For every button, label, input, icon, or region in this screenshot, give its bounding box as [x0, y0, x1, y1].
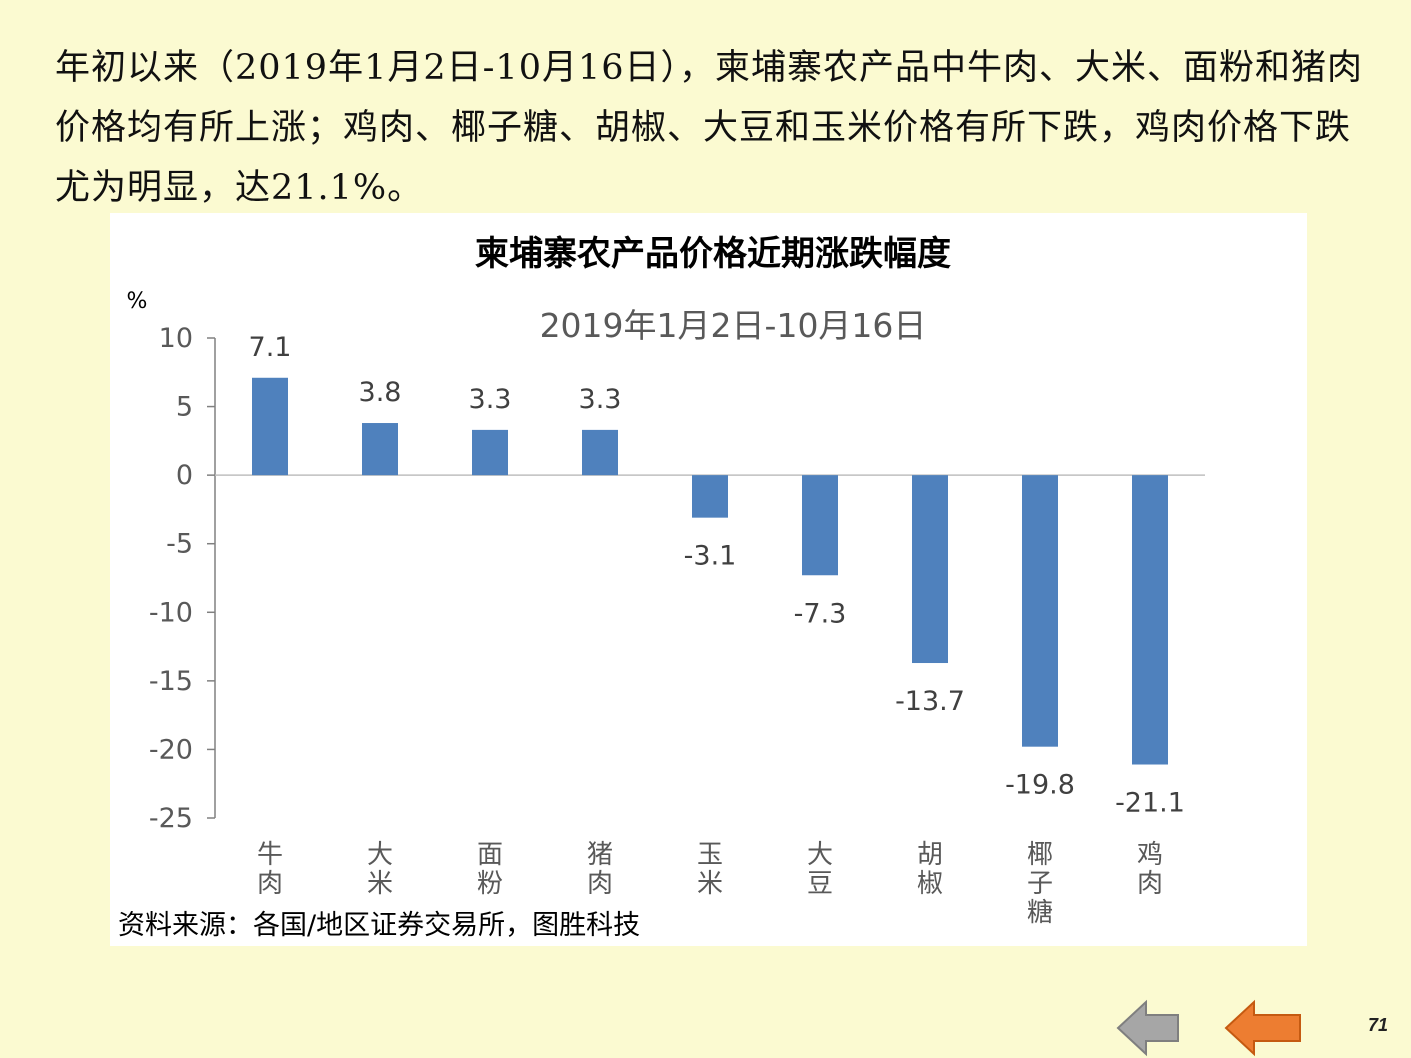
x-tick-label: 鸡肉: [1137, 840, 1163, 899]
x-tick-label: 椰子糖: [1027, 840, 1053, 928]
y-axis-label: %: [127, 289, 148, 314]
bar-鸡肉: [1132, 475, 1168, 765]
y-tick-label: -5: [166, 529, 193, 560]
page-number: 71: [1368, 1015, 1389, 1035]
chart-subtitle: 2019年1月2日-10月16日: [540, 306, 927, 345]
y-tick-label: 5: [176, 392, 193, 423]
data-label: -7.3: [794, 598, 847, 629]
y-tick-label: -25: [149, 803, 193, 834]
bar-椰子糖: [1022, 475, 1058, 747]
x-tick-label: 大豆: [807, 840, 833, 899]
data-label: 7.1: [249, 332, 292, 363]
data-label: 3.3: [469, 384, 512, 415]
data-label: -13.7: [895, 686, 965, 717]
x-tick-label: 面粉: [477, 840, 503, 899]
y-tick-label: 10: [159, 323, 193, 354]
y-tick-label: 0: [176, 460, 193, 491]
gray-left-arrow-icon[interactable]: [1112, 998, 1192, 1058]
y-tick-label: -10: [149, 597, 193, 628]
data-label: 3.8: [359, 377, 402, 408]
data-label: 3.3: [579, 384, 622, 415]
bar-大米: [362, 423, 398, 476]
chart-title: 柬埔寨农产品价格近期涨跌幅度: [475, 234, 951, 274]
orange-left-arrow-icon[interactable]: [1222, 998, 1302, 1058]
bar-猪肉: [582, 429, 618, 476]
data-label: -19.8: [1005, 770, 1075, 801]
bar-胡椒: [912, 475, 948, 664]
data-label: -3.1: [684, 541, 737, 572]
bar-chart: 柬埔寨农产品价格近期涨跌幅度 2019年1月2日-10月16日% 10 5 0 -5 -10…: [127, 234, 1205, 928]
intro-paragraph: 年初以来（2019年1月2日-10月16日），柬埔寨农产品中牛肉、大米、面粉和猪…: [55, 48, 1364, 208]
x-tick-label: 胡椒: [917, 840, 943, 899]
source-note: 资料来源：各国/地区证券交易所，图胜科技: [118, 910, 641, 941]
bar-玉米: [692, 475, 728, 518]
x-tick-label: 玉米: [697, 840, 723, 899]
x-tick-label: 牛肉: [257, 840, 283, 899]
data-label: -21.1: [1115, 788, 1185, 819]
y-tick-label: -20: [149, 734, 193, 765]
y-tick-label: -15: [149, 666, 193, 697]
chart-panel: 柬埔寨农产品价格近期涨跌幅度 2019年1月2日-10月16日% 10 5 0 -5 -10…: [110, 213, 1307, 946]
bar-牛肉: [252, 377, 288, 476]
bar-大豆: [802, 475, 838, 576]
x-tick-label: 大米: [367, 840, 393, 899]
x-tick-label: 猪肉: [587, 840, 613, 899]
bar-面粉: [472, 429, 508, 476]
